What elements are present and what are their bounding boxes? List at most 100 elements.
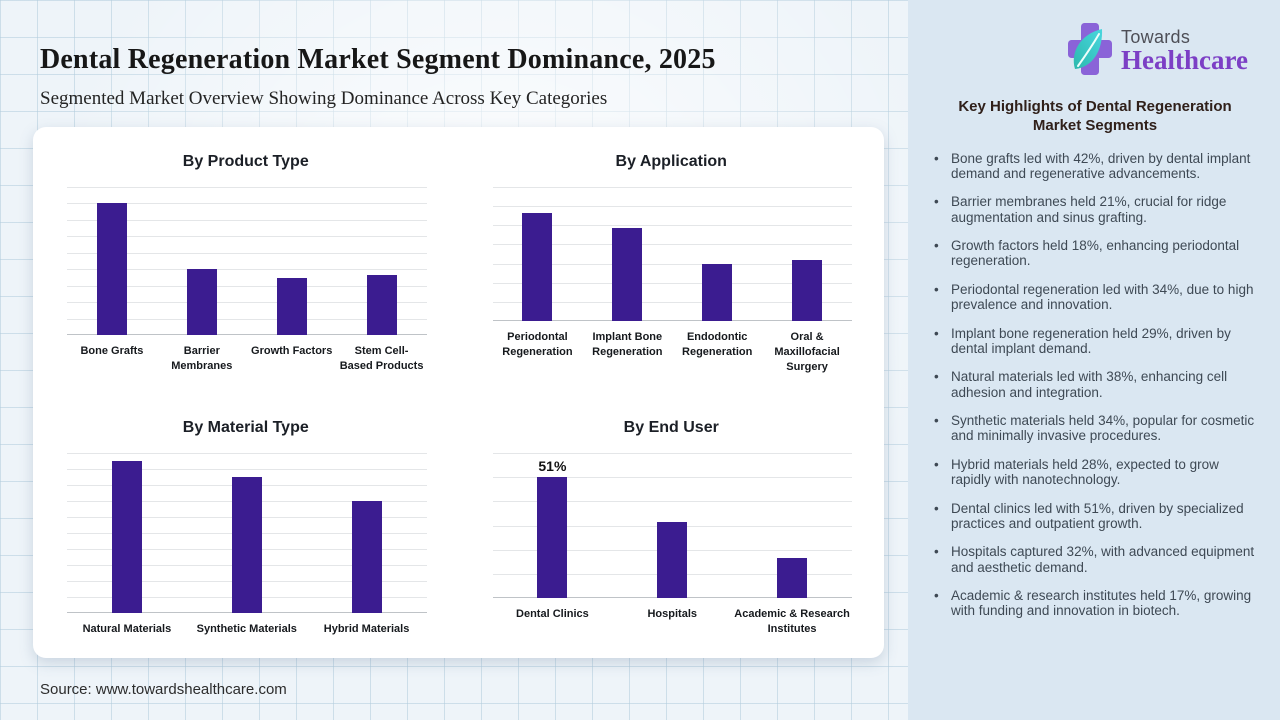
bar-slot — [247, 187, 337, 335]
x-label: Oral & Maxillofacial Surgery — [774, 331, 840, 373]
page-title: Dental Regeneration Market Segment Domin… — [40, 44, 716, 75]
chart-title: By End User — [623, 419, 719, 436]
highlight-item: • Hybrid materials held 28%, expected to … — [934, 457, 1256, 488]
bullet-dot: • — [934, 238, 939, 253]
highlight-text: Academic & research institutes held 17%,… — [951, 588, 1252, 619]
main-area: Dental Regeneration Market Segment Domin… — [0, 0, 908, 720]
highlight-text: Synthetic materials held 34%, popular fo… — [951, 413, 1255, 444]
bullet-dot: • — [934, 456, 939, 472]
gridline — [67, 285, 427, 287]
bar-slot — [187, 453, 307, 613]
chart-plot-area: 51% — [492, 453, 853, 598]
sidebar: Towards Healthcare Key Highlights of Den… — [908, 0, 1280, 720]
x-label: Dental Clinics — [516, 608, 589, 620]
bullet-dot: • — [934, 150, 939, 166]
chart-title: By Product Type — [182, 153, 309, 170]
bar-value-label: 51% — [538, 458, 567, 474]
highlight-item: • Growth factors held 18%, enhancing peri… — [934, 238, 1256, 269]
brand-logo-text: Towards Healthcare — [1121, 27, 1248, 76]
bar-hybrid-materials — [351, 501, 382, 613]
chart-title: By Material Type — [182, 419, 309, 436]
bars-row — [493, 187, 853, 321]
x-label: Stem Cell-Based Products — [339, 345, 424, 372]
chart-by-product-type: By Product Type Bone Grafts Barrier Membra… — [33, 127, 459, 393]
bar-slot — [67, 453, 187, 613]
x-labels-row: Dental Clinics Hospitals Academic & Resear… — [493, 607, 853, 637]
bar-academic-research-institutes — [777, 558, 808, 598]
bar-hospitals — [657, 522, 688, 598]
bar-endodontic-regeneration — [702, 264, 733, 321]
sidebar-heading: Key Highlights of Dental Regeneration Ma… — [958, 98, 1232, 134]
highlight-item: • Synthetic materials held 34%, popular f… — [934, 413, 1256, 444]
x-labels-row: Periodontal Regeneration Implant Bone Reg… — [493, 330, 853, 375]
x-labels-row: Bone Grafts Barrier Membranes Growth Facto… — [67, 344, 427, 374]
bar-slot — [493, 187, 583, 321]
gridline — [67, 318, 427, 320]
x-label: Periodontal Regeneration — [502, 331, 573, 358]
bar-slot — [612, 453, 732, 598]
gridline — [492, 187, 852, 188]
bar-slot — [732, 453, 852, 598]
bar-synthetic-materials — [231, 477, 262, 613]
bar-slot: 51% — [493, 453, 613, 598]
gridline — [67, 302, 427, 304]
highlight-item: • Academic & research institutes held 17%… — [934, 588, 1256, 619]
gridline — [67, 269, 427, 271]
highlight-text: Growth factors held 18%, enhancing perio… — [951, 238, 1240, 269]
bullet-dot: • — [934, 369, 939, 385]
source-text: Source: www.towardshealthcare.com — [40, 681, 287, 698]
highlight-item: • Periodontal regeneration led with 34%, … — [934, 282, 1256, 313]
gridline — [492, 244, 852, 246]
bars-row — [67, 453, 427, 613]
bar-slot — [157, 187, 247, 335]
gridline — [67, 469, 427, 470]
highlight-text: Bone grafts led with 42%, driven by dent… — [951, 150, 1251, 181]
chart-by-material-type: By Material Type Natural Materials Synthet… — [33, 393, 459, 658]
highlight-item: • Implant bone regeneration held 29%, dri… — [934, 326, 1256, 357]
x-label: Natural Materials — [82, 623, 172, 635]
bar-barrier-membranes — [186, 269, 217, 335]
bar-slot — [762, 187, 852, 321]
chart-plot-area — [67, 453, 427, 613]
chart-by-application: By Application Periodontal Regeneration Im… — [459, 127, 885, 393]
gridline — [492, 477, 852, 479]
gridline — [492, 501, 852, 503]
bars-row: 51% — [493, 453, 853, 598]
highlight-text: Hybrid materials held 28%, expected to g… — [951, 456, 1219, 488]
bars-row — [67, 187, 427, 335]
bullet-dot: • — [934, 588, 939, 603]
bar-dental-clinics — [537, 477, 568, 598]
gridline — [492, 263, 852, 265]
bullet-dot: • — [934, 281, 939, 297]
bullet-dot: • — [934, 544, 939, 560]
chart-plot-area — [492, 187, 853, 321]
gridline — [67, 219, 427, 221]
highlight-item: • Hospitals captured 32%, with advanced e… — [934, 544, 1256, 575]
gridline — [67, 187, 427, 188]
highlight-text: Hospitals captured 32%, with advanced eq… — [951, 544, 1255, 575]
bullet-dot: • — [934, 194, 939, 210]
bar-natural-materials — [111, 461, 142, 613]
brand-name-healthcare: Healthcare — [1121, 44, 1248, 75]
x-label: Bone Grafts — [80, 345, 144, 357]
x-label: Synthetic Materials — [196, 623, 297, 635]
bullet-dot: • — [934, 413, 939, 428]
highlight-text: Dental clinics led with 51%, driven by s… — [951, 500, 1244, 531]
x-label: Barrier Membranes — [171, 345, 233, 372]
gridline — [492, 301, 852, 303]
brand-logo: Towards Healthcare — [934, 22, 1256, 80]
gridline — [492, 453, 852, 454]
x-label: Academic & Research Institutes — [734, 608, 850, 635]
x-labels-row: Natural Materials Synthetic Materials Hybr… — [67, 622, 427, 637]
gridline — [67, 252, 427, 254]
gridline — [492, 282, 852, 284]
gridline — [67, 236, 427, 238]
bar-slot — [582, 187, 672, 321]
bar-oral-maxillofacial-surgery — [792, 260, 823, 321]
chart-plot-area — [67, 187, 427, 335]
x-label: Endodontic Regeneration — [682, 331, 753, 358]
bar-slot — [337, 187, 427, 335]
brand-name-towards: Towards — [1121, 26, 1191, 47]
bullet-dot: • — [934, 500, 939, 516]
